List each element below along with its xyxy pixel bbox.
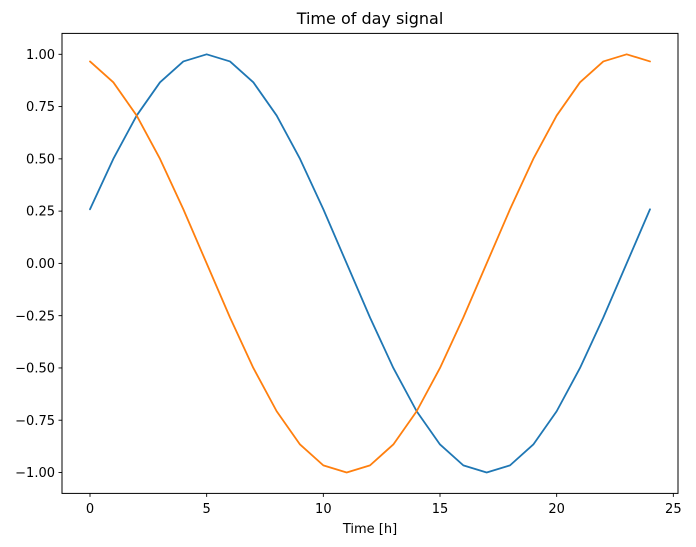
y-tick-label: 0.50 bbox=[26, 152, 55, 167]
data-series-lines bbox=[89, 53, 651, 474]
y-tick-label: −0.50 bbox=[15, 362, 55, 377]
x-tick-label: 20 bbox=[548, 502, 565, 517]
series-blue-line bbox=[89, 53, 651, 474]
y-tick-label: −1.00 bbox=[15, 466, 55, 481]
y-axis-ticks: −1.00 −0.75 −0.50 −0.25 0.00 0.25 0.50 0.75 1.00 bbox=[15, 48, 62, 481]
y-tick-label: −0.25 bbox=[15, 309, 55, 324]
chart-title: Time of day signal bbox=[296, 9, 444, 28]
y-tick-label: 0.25 bbox=[26, 205, 55, 220]
x-tick-label: 5 bbox=[203, 502, 211, 517]
x-axis-label: Time [h] bbox=[342, 522, 397, 537]
x-tick-label: 10 bbox=[315, 502, 332, 517]
x-tick-label: 25 bbox=[665, 502, 682, 517]
y-tick-label: 0.00 bbox=[26, 257, 55, 272]
series-orange-line bbox=[89, 53, 651, 474]
plot-area bbox=[62, 33, 678, 494]
x-tick-label: 15 bbox=[432, 502, 449, 517]
y-tick-label: 0.75 bbox=[26, 100, 55, 115]
plot-border bbox=[61, 32, 679, 494]
x-tick-label: 0 bbox=[86, 502, 94, 517]
y-tick-label: −0.75 bbox=[15, 414, 55, 429]
y-tick-label: 1.00 bbox=[26, 48, 55, 63]
x-axis-ticks: 0 5 10 15 20 25 bbox=[86, 493, 682, 517]
